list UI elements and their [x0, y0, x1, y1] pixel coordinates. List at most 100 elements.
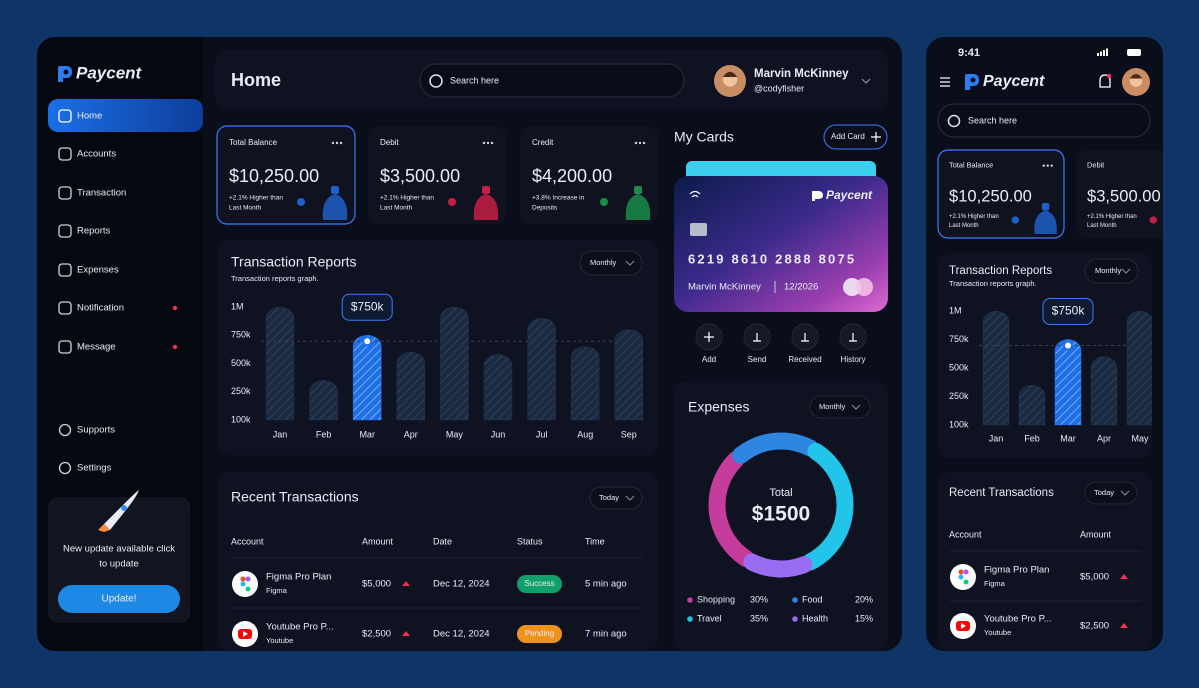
trend-badge [1011, 216, 1019, 224]
balance-card[interactable] [216, 125, 356, 225]
balance-card[interactable] [368, 126, 506, 224]
dropdown[interactable] [1084, 258, 1139, 284]
alert-dot [172, 344, 178, 350]
column-header: Amount [362, 536, 394, 546]
column-header: Date [433, 536, 452, 546]
donut-label: Total [769, 487, 792, 499]
menu-dot [331, 141, 335, 145]
column-header: Amount [1080, 529, 1112, 539]
signal-bar [1106, 48, 1108, 56]
brand: Paycent [983, 73, 1045, 90]
account-name: Youtube Pro P... [266, 622, 334, 633]
nav-icon [58, 340, 72, 354]
menu-dot [1042, 164, 1045, 167]
x-tick-label: Jul [536, 429, 548, 439]
bar [1163, 359, 1189, 425]
dropdown[interactable] [809, 395, 871, 419]
nav-icon [58, 423, 72, 437]
x-tick-label: Mar [1060, 433, 1076, 443]
trend-badge [297, 198, 305, 206]
nav-active[interactable] [48, 99, 203, 132]
x-tick-label: Jun [1169, 433, 1184, 443]
dropdown[interactable] [579, 250, 643, 276]
mobile-search[interactable] [937, 103, 1151, 138]
trend-badge [448, 198, 456, 206]
balance-card[interactable] [1076, 150, 1199, 238]
legend-label: Health [802, 613, 828, 623]
bar [1090, 356, 1118, 426]
search-box[interactable] [419, 63, 685, 98]
menu-dot [634, 141, 638, 145]
y-tick-label: 250k [231, 386, 251, 396]
bag [625, 194, 651, 220]
value-label-box [1042, 298, 1094, 325]
status: Pending [525, 629, 554, 638]
legend-value: 35% [750, 613, 768, 623]
status-time: 9:41 [958, 47, 980, 59]
account-name: Youtube Pro P... [984, 614, 1052, 625]
balance-note: Last Month [229, 205, 262, 212]
balance-note: +2.1% Higher than [1087, 214, 1137, 220]
chart-subtitle: Transaction reports graph. [231, 274, 319, 283]
nav-icon [58, 224, 72, 238]
value-label: $750k [1052, 304, 1086, 318]
update-button[interactable] [58, 585, 180, 613]
balance-amount: $3,500.00 [380, 166, 460, 186]
balance-note: Deposits [532, 205, 558, 212]
figma-dot [240, 581, 246, 587]
logo-dot [63, 69, 69, 75]
trend-up [1120, 574, 1128, 579]
donut-segment [743, 553, 813, 578]
balance-card[interactable] [937, 149, 1065, 239]
credit-card[interactable] [674, 176, 888, 312]
menu-dot [638, 141, 642, 145]
balance-note: +2.1% Higher than [229, 195, 283, 202]
balance-amount: $4,200.00 [532, 166, 612, 186]
bag [473, 194, 499, 220]
menu-dot [490, 141, 494, 145]
menu-dot [1189, 164, 1191, 166]
y-tick-label: 1M [949, 305, 962, 315]
user-handle: @codyfisher [754, 83, 804, 93]
nav-item: Supports [77, 425, 115, 436]
balance-amount: $3,500.00 [1087, 186, 1161, 205]
bag-knot [331, 186, 339, 194]
legend-label: Shopping [697, 594, 735, 604]
y-tick-label: 1M [231, 301, 244, 311]
nav-item: Expenses [77, 265, 119, 276]
legend-swatch [792, 616, 798, 622]
signal-bar [1103, 50, 1105, 56]
bar [614, 329, 644, 421]
donut-segment [708, 451, 755, 568]
add-card-button[interactable] [823, 124, 888, 150]
balance-label: Total Balance [229, 138, 278, 147]
logo-dot [970, 77, 976, 83]
value-dot [1063, 340, 1073, 351]
dropdown[interactable] [1084, 481, 1138, 505]
nav-item: Message [77, 342, 116, 353]
search-icon [429, 74, 443, 88]
dropdown[interactable] [589, 486, 643, 510]
chart-title: Transaction Reports [231, 254, 357, 270]
amount: $5,000 [1080, 572, 1109, 583]
x-tick-label: Aug [577, 429, 593, 439]
mobile: Total Balance $10,250.00 +2.1% Higher than… [937, 47, 1199, 651]
trend-up [1120, 623, 1128, 628]
column-header: Account [949, 529, 982, 539]
y-tick-label: 100k [949, 419, 969, 429]
menu-dot [482, 141, 486, 145]
balance-amount: $10,250.00 [229, 166, 319, 186]
dropdown-label: Monthly [590, 258, 617, 267]
y-tick-label: 250k [949, 391, 969, 401]
figma-dot [958, 569, 964, 575]
balance-card[interactable] [520, 126, 658, 224]
search-icon [947, 114, 961, 128]
card-holder: Marvin McKinney [688, 282, 761, 293]
account-sub: Figma [984, 579, 1006, 588]
button-label: Update! [101, 594, 136, 605]
account-sub: Youtube [266, 636, 293, 645]
legend-value: 20% [855, 594, 873, 604]
figma-dot [963, 579, 969, 585]
x-tick-label: Apr [404, 429, 418, 439]
nav-icon [58, 461, 72, 475]
